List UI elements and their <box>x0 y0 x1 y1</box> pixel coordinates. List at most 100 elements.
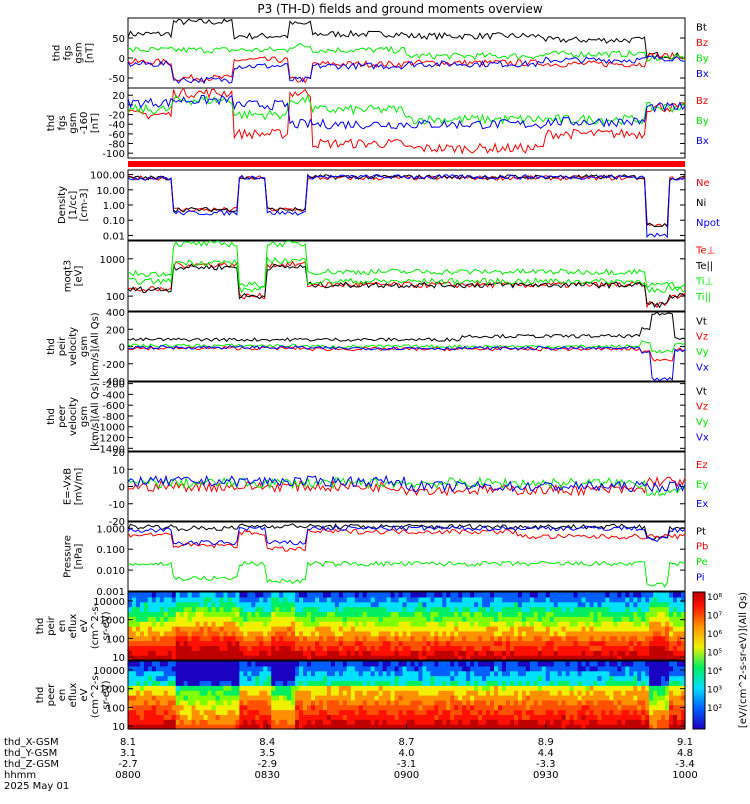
spectrogram-cell <box>163 675 169 682</box>
spectrogram-cell <box>231 611 237 617</box>
spectrogram-cell <box>207 724 213 730</box>
spectrogram-cell <box>386 695 392 701</box>
spectrogram-cell <box>494 635 499 642</box>
spectrogram-cell <box>577 685 583 691</box>
spectrogram-cell <box>287 645 292 651</box>
spectrogram-cell <box>450 592 455 598</box>
spectrogram-cell <box>330 621 336 627</box>
spectrogram-cell <box>251 650 256 656</box>
spectrogram-cell <box>271 675 276 682</box>
spectrogram-cell <box>474 645 479 651</box>
spectrogram-cell <box>533 640 539 647</box>
spectrogram-cell <box>147 665 153 672</box>
spectrogram-cell <box>167 655 173 661</box>
spectrogram-cell <box>263 665 268 672</box>
spectrogram-cell <box>159 606 165 613</box>
spectrogram-cell <box>314 670 320 677</box>
spectrogram-cell <box>418 655 424 661</box>
spectrogram-cell <box>422 690 427 696</box>
spectrogram-cell <box>605 714 611 720</box>
spectrogram-cell <box>541 596 547 603</box>
spectrogram-cell <box>414 606 420 613</box>
spectrogram-cell <box>283 714 288 720</box>
spectrogram-cell <box>219 699 225 706</box>
spectrogram-cell <box>601 661 607 667</box>
spectrogram-cell <box>342 592 348 598</box>
spectrogram-cell <box>633 592 638 598</box>
spectrogram-cell <box>577 699 583 706</box>
spectrogram-cell <box>561 655 567 661</box>
spectrogram-cell <box>494 675 499 682</box>
spectrogram-cell <box>131 626 137 632</box>
spectrogram-cell <box>255 601 260 608</box>
spectrogram-cell <box>637 650 642 656</box>
spectrogram-cell <box>295 606 300 613</box>
spectrogram-cell <box>179 640 185 647</box>
spectrogram-cell <box>617 611 622 617</box>
spectrogram-cell <box>239 606 244 613</box>
spectrogram-cell <box>183 601 189 608</box>
spectrogram-cell <box>589 714 595 720</box>
spectrogram-cell <box>478 626 483 632</box>
spectrogram-cell <box>573 606 579 613</box>
spectrogram-cell <box>521 661 527 667</box>
spectrogram-cell <box>342 626 348 632</box>
spectrogram-cell <box>195 626 201 632</box>
spectrogram-cell <box>199 704 205 711</box>
spectrogram-cell <box>275 640 280 647</box>
spectrogram-cell <box>422 685 427 691</box>
spectrogram-cell <box>450 690 455 696</box>
spectrogram-cell <box>537 661 543 667</box>
spectrogram-cell <box>275 670 280 677</box>
spectrogram-cell <box>513 690 519 696</box>
spectrogram-cell <box>661 626 666 632</box>
spectrogram-cell <box>394 714 400 720</box>
spectrogram-cell <box>167 724 173 730</box>
spectrogram-cell <box>259 611 264 617</box>
spectrogram-cell <box>418 680 424 686</box>
spectrogram-cell <box>183 616 189 622</box>
spectrogram-cell <box>474 650 479 656</box>
spectrogram-cell <box>545 714 551 720</box>
spectrogram-cell <box>478 650 483 656</box>
spectrogram-cell <box>494 719 499 725</box>
spectrogram-cell <box>326 680 332 686</box>
spectrogram-cell <box>207 695 213 701</box>
spectrogram-cell <box>681 685 686 691</box>
spectrogram-cell <box>601 714 607 720</box>
spectrogram-cell <box>490 685 495 691</box>
spectrogram-cell <box>581 709 587 716</box>
spectrogram-cell <box>279 616 284 622</box>
spectrogram-cell <box>665 626 670 632</box>
spectrogram-cell <box>597 670 603 677</box>
spectrogram-cell <box>545 650 551 656</box>
spectrogram-cell <box>617 601 622 608</box>
spectrogram-cell <box>394 616 400 622</box>
spectrogram-cell <box>657 621 662 627</box>
spectrogram-cell <box>287 714 292 720</box>
spectrogram-cell <box>533 606 539 613</box>
spectrogram-cell <box>159 621 165 627</box>
spectrogram-cell <box>195 690 201 696</box>
spectrogram-cell <box>641 592 646 598</box>
spectrogram-cell <box>334 665 340 672</box>
spectrogram-cell <box>147 709 153 716</box>
spectrogram-cell <box>342 714 348 720</box>
spectrogram-cell <box>279 714 284 720</box>
spectrogram-cell <box>426 695 431 701</box>
spectrogram-cell <box>446 661 451 667</box>
spectrogram-cell <box>386 670 392 677</box>
spectrogram-cell <box>203 621 209 627</box>
spectrogram-cell <box>295 655 300 661</box>
spectrogram-cell <box>299 616 304 622</box>
spectrogram-cell <box>350 621 356 627</box>
spectrogram-cell <box>199 645 205 651</box>
spectrogram-cell <box>131 724 137 730</box>
spectrogram-cell <box>486 719 491 725</box>
spectrogram-cell <box>374 714 380 720</box>
spectrogram-cell <box>374 626 380 632</box>
spectrogram-cell <box>370 640 376 647</box>
spectrogram-cell <box>362 606 368 613</box>
legend-label-Ti⊥: Ti⊥ <box>695 277 713 288</box>
spectrogram-cell <box>175 714 181 720</box>
